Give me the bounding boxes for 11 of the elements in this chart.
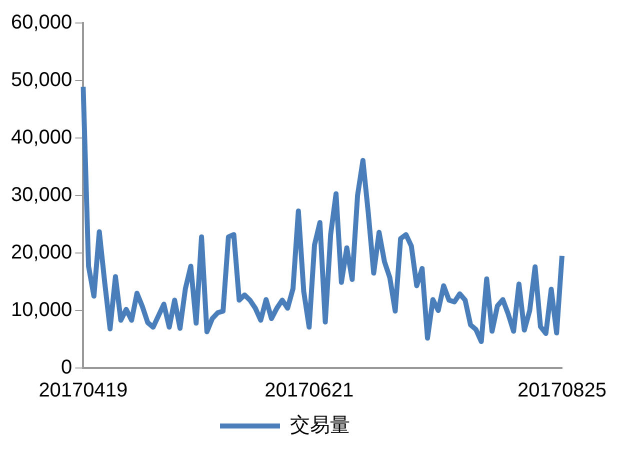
x-tick-label: 20170825 [518,380,606,402]
x-tick-label: 20170621 [264,380,354,402]
y-tick-label: 60,000 [11,12,72,34]
y-tick-label: 50,000 [11,69,72,92]
x-tick-label: 20170419 [38,380,128,402]
legend-label: 交易量 [290,414,350,437]
y-tick-label: 40,000 [11,126,72,149]
y-tick-label: 0 [61,356,72,379]
y-tick-label: 10,000 [11,299,72,322]
y-tick-label: 30,000 [11,184,72,206]
y-tick-label: 20,000 [11,242,72,264]
